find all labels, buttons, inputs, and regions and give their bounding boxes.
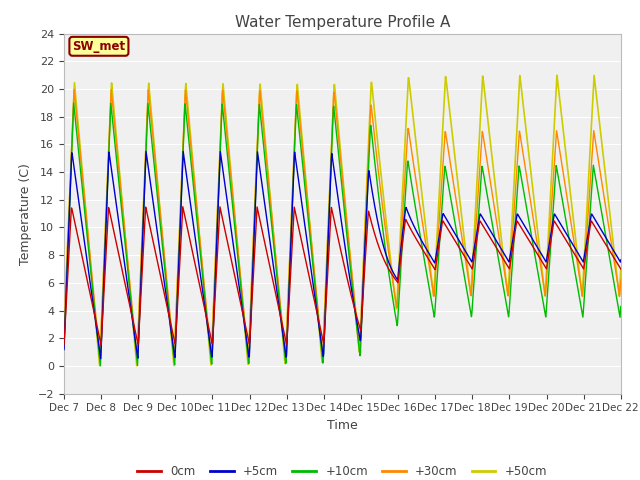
Y-axis label: Temperature (C): Temperature (C): [19, 163, 32, 264]
Text: SW_met: SW_met: [72, 40, 125, 53]
Title: Water Temperature Profile A: Water Temperature Profile A: [235, 15, 450, 30]
X-axis label: Time: Time: [327, 419, 358, 432]
Legend: 0cm, +5cm, +10cm, +30cm, +50cm: 0cm, +5cm, +10cm, +30cm, +50cm: [132, 461, 552, 480]
